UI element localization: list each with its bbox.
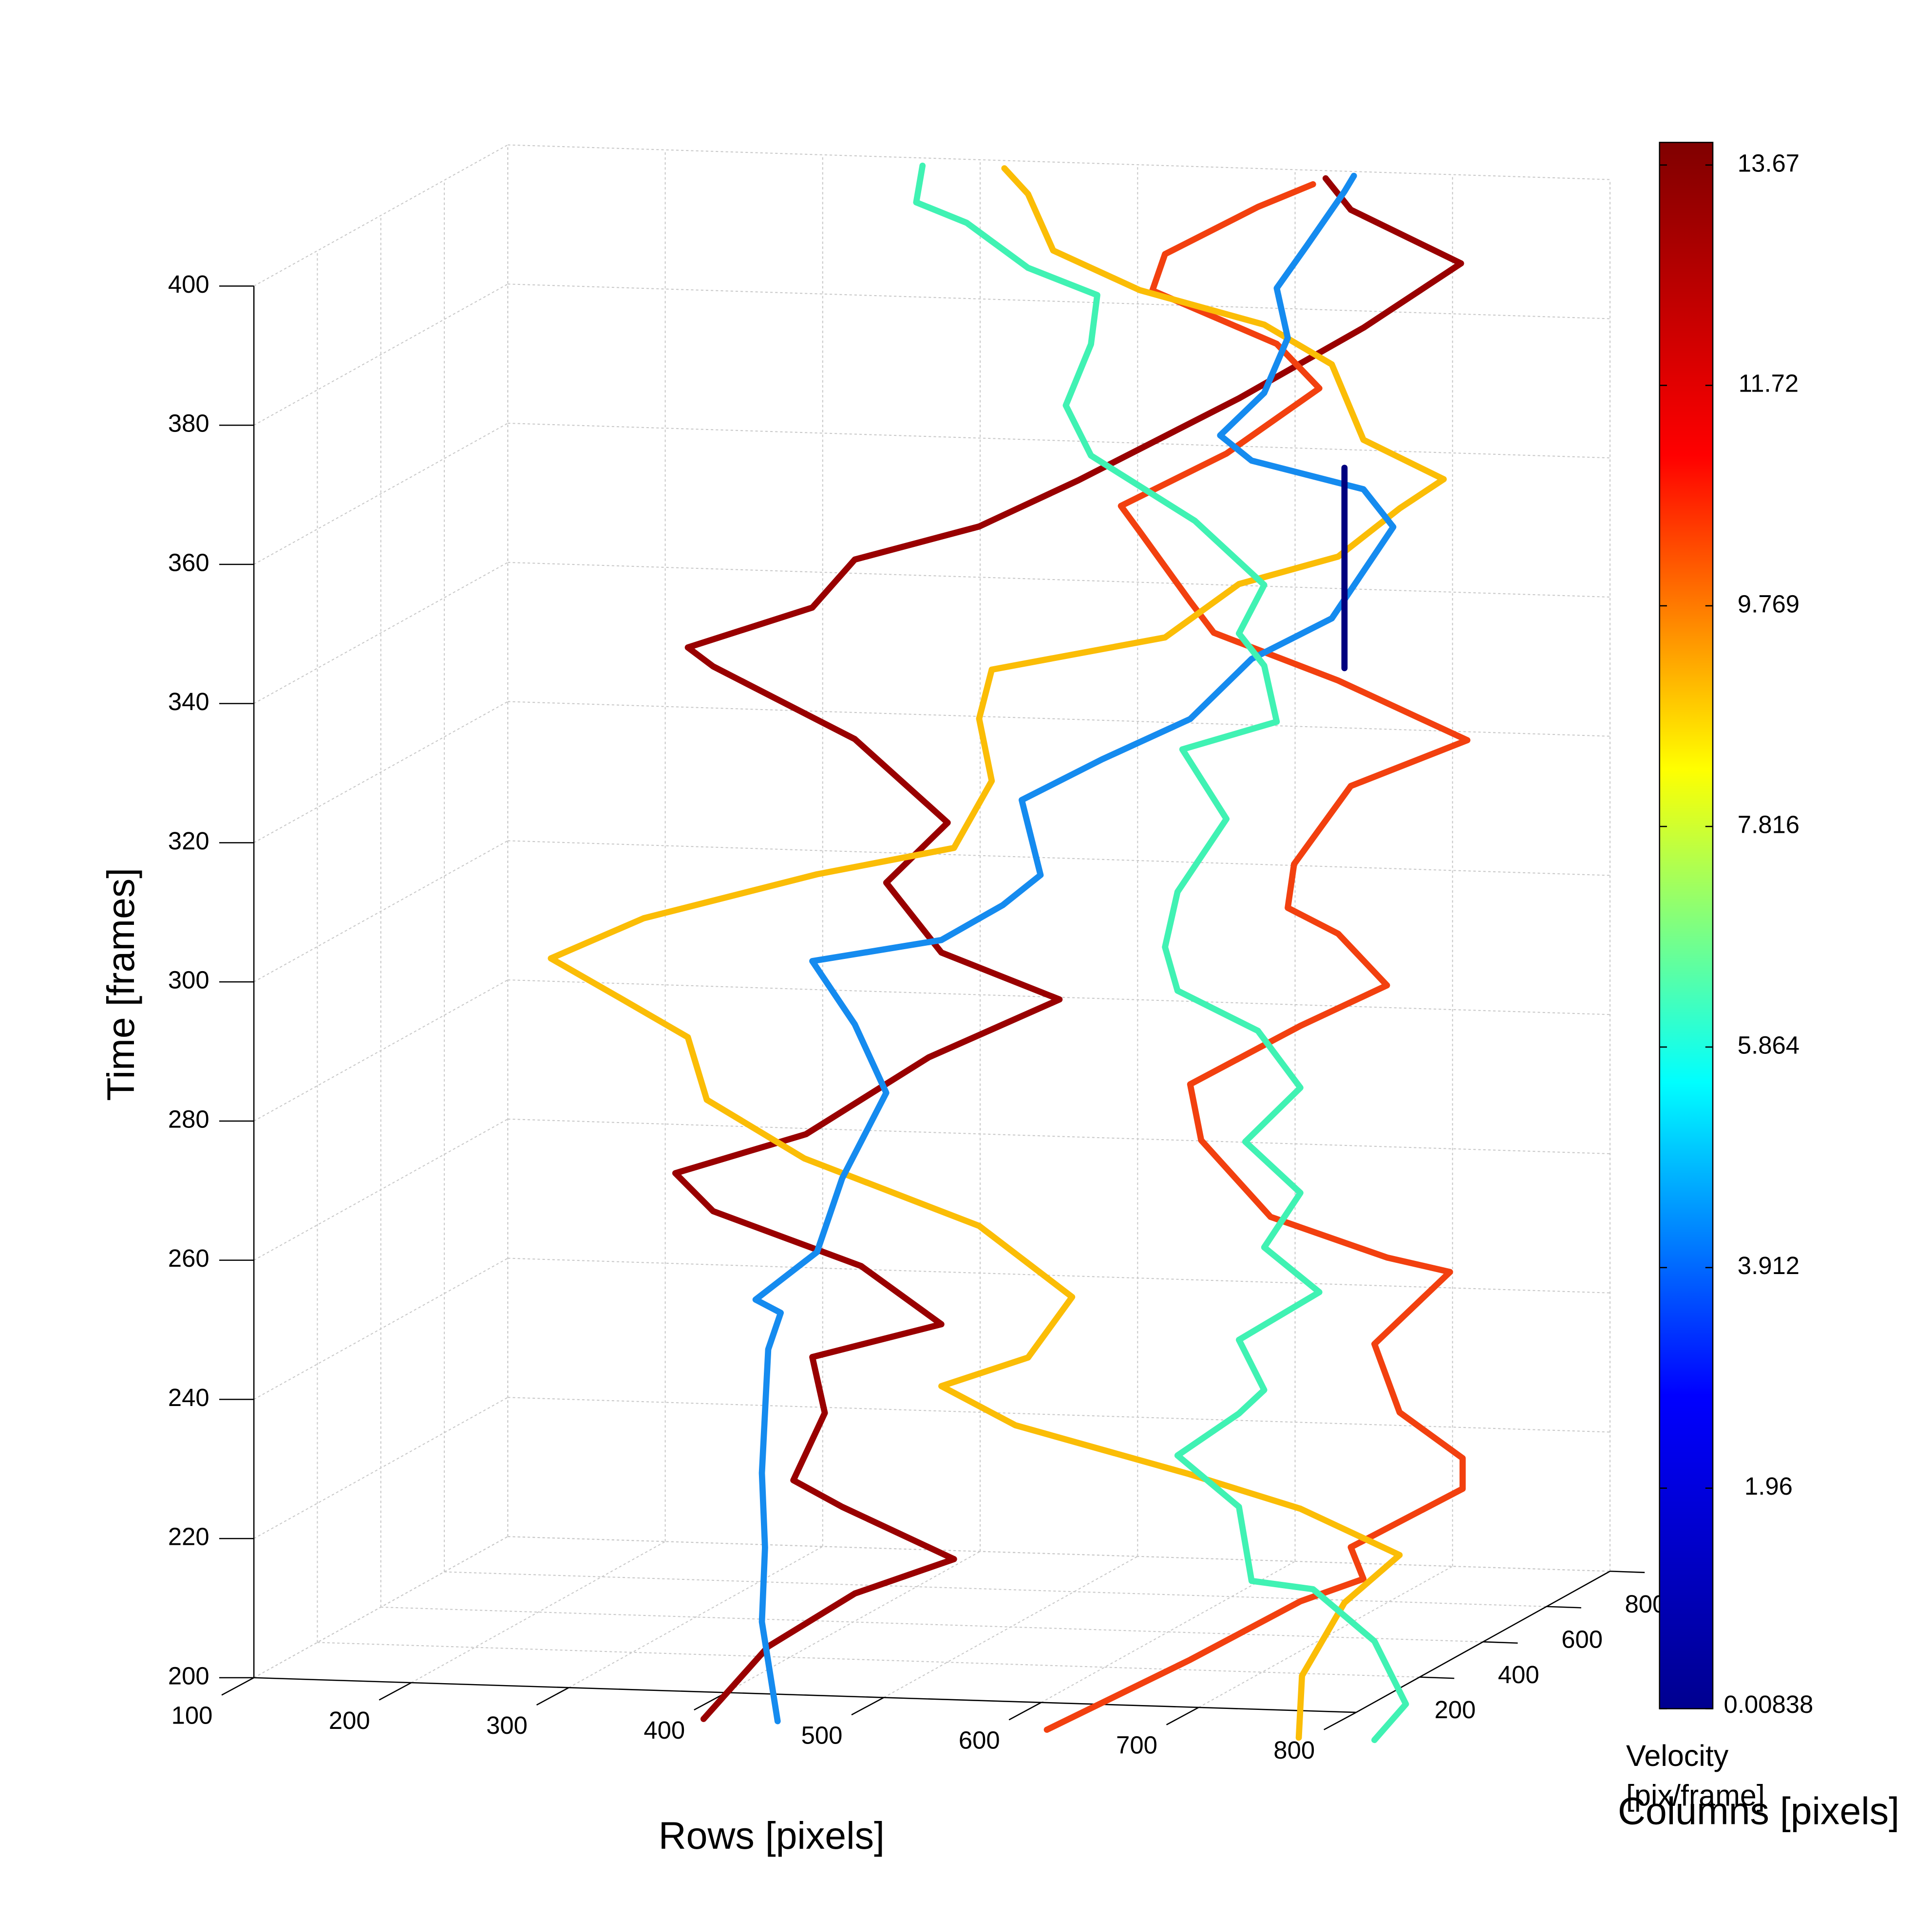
trajectory <box>548 165 1447 1741</box>
z-tick-label: 360 <box>168 548 209 576</box>
x-tick-label: 800 <box>1273 1736 1315 1764</box>
grid-line <box>253 423 508 565</box>
colorbar-tick-label: 9.769 <box>1738 590 1799 618</box>
trajectory <box>1043 181 1471 1733</box>
z-tick-label: 260 <box>168 1244 209 1272</box>
colorbar-tick-label: 0.00838 <box>1724 1690 1814 1718</box>
grid-line <box>253 701 508 844</box>
grid-line <box>253 144 508 287</box>
x-axis-label: Rows [pixels] <box>659 1814 885 1857</box>
colorbar-tick-label: 5.864 <box>1738 1031 1799 1059</box>
x-tick-label: 200 <box>329 1707 370 1734</box>
grid-line <box>508 423 1610 459</box>
tick-mark <box>1420 1676 1455 1679</box>
x-tick-label: 500 <box>801 1721 843 1749</box>
x-tick-label: 300 <box>486 1711 528 1739</box>
trajectory <box>913 162 1409 1744</box>
z-tick-label: 200 <box>168 1662 209 1689</box>
y-tick-label: 600 <box>1561 1625 1603 1653</box>
grid-line <box>411 1541 666 1683</box>
tick-mark <box>379 1682 412 1701</box>
colorbar-tick-label: 11.72 <box>1739 370 1799 397</box>
tick-mark <box>1483 1641 1518 1644</box>
tick-mark <box>1546 1606 1581 1609</box>
z-tick-label: 240 <box>168 1384 209 1411</box>
x-tick-label: 700 <box>1116 1731 1157 1759</box>
x-tick-label: 400 <box>644 1716 685 1744</box>
x-tick-label: 600 <box>959 1726 1000 1754</box>
tick-mark <box>1610 1570 1645 1574</box>
grid-line <box>508 1118 1610 1155</box>
colorbar-tick-label: 3.912 <box>1738 1252 1799 1279</box>
grid-line <box>508 1536 1610 1572</box>
tick-mark <box>536 1687 569 1706</box>
z-tick-label: 340 <box>168 688 209 715</box>
tick-mark <box>1008 1702 1042 1721</box>
tick-mark <box>221 1677 254 1696</box>
z-tick-label: 300 <box>168 966 209 994</box>
z-tick-label: 220 <box>168 1523 209 1551</box>
grid-line <box>508 1397 1610 1433</box>
y-tick-label: 200 <box>1435 1696 1476 1724</box>
trajectory <box>752 172 1397 1725</box>
grid-line <box>568 1546 823 1688</box>
grid-line <box>380 1606 1483 1643</box>
colorbar-label: Velocity <box>1626 1739 1729 1772</box>
y-tick-label: 400 <box>1498 1661 1539 1688</box>
y-axis-label: Columns [pixels] <box>1618 1789 1899 1832</box>
colorbar-tick-label: 7.816 <box>1738 810 1799 838</box>
grid-line <box>508 144 1610 180</box>
colorbar <box>1659 142 1714 1709</box>
colorbar-label: [pix/frame] <box>1626 1779 1765 1812</box>
x-axis <box>254 1677 1356 1713</box>
z-tick-label: 400 <box>168 270 209 298</box>
z-tick-label: 320 <box>168 827 209 855</box>
colorbar-tick-label: 13.67 <box>1738 149 1799 177</box>
tick-mark <box>851 1697 884 1716</box>
grid-line <box>444 1571 1547 1607</box>
grid-line <box>317 1642 1420 1678</box>
grid-line <box>508 840 1610 876</box>
grid-line <box>508 701 1610 737</box>
tick-mark <box>1324 1711 1357 1730</box>
x-tick-label: 100 <box>171 1702 213 1729</box>
z-tick-label: 280 <box>168 1105 209 1133</box>
grid-line <box>253 283 508 426</box>
tick-mark <box>1166 1707 1199 1725</box>
z-tick-label: 380 <box>168 410 209 437</box>
grid-line <box>508 283 1610 319</box>
grid-line <box>508 562 1610 598</box>
grid-line <box>508 1257 1610 1294</box>
colorbar-tick-label: 1.96 <box>1744 1472 1793 1500</box>
grid-line <box>253 562 508 704</box>
z-axis-label: Time [frames] <box>99 868 142 1101</box>
